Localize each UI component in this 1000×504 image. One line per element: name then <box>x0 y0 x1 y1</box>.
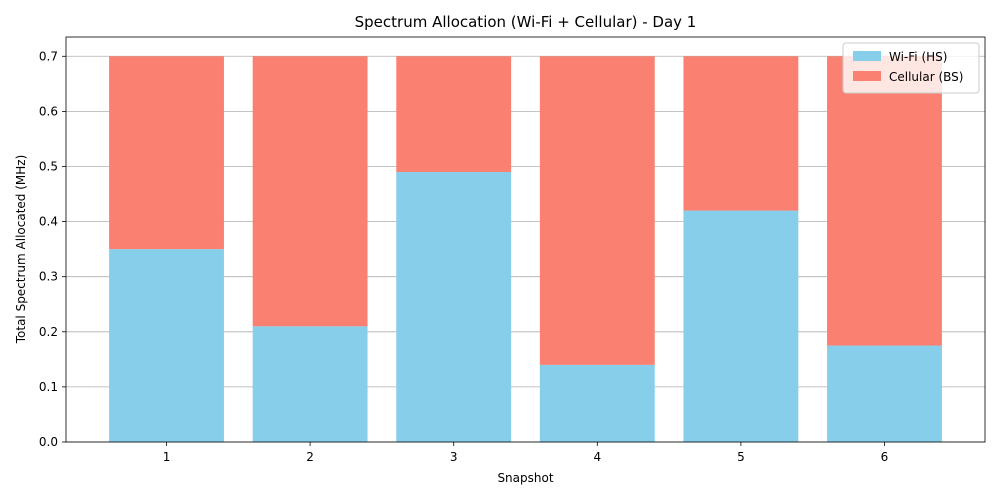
bar-cellular-4 <box>539 56 655 365</box>
x-tick-label: 6 <box>881 450 889 464</box>
bar-cellular-6 <box>827 56 942 346</box>
y-tick-label: 0.2 <box>39 325 58 339</box>
x-tick-label: 3 <box>450 450 458 464</box>
x-tick-label: 1 <box>163 450 171 464</box>
bar-wifi-2 <box>252 326 368 442</box>
y-tick-label: 0.4 <box>39 215 58 229</box>
legend-label-cellular: Cellular (BS) <box>889 70 963 84</box>
bar-wifi-3 <box>396 172 512 442</box>
legend-label-wifi: Wi-Fi (HS) <box>889 50 947 64</box>
x-tick-label: 2 <box>306 450 314 464</box>
bar-wifi-4 <box>539 364 655 442</box>
plot-frame <box>65 36 986 443</box>
y-tick-label: 0.6 <box>39 104 58 118</box>
bar-cellular-5 <box>683 56 799 211</box>
y-tick-label: 0.7 <box>39 49 58 63</box>
bar-cellular-3 <box>396 56 512 172</box>
x-axis-label: Snapshot <box>497 471 553 485</box>
bar-cellular-1 <box>109 56 224 250</box>
y-tick-label: 0.0 <box>39 435 58 449</box>
y-axis-label: Total Spectrum Allocated (MHz) <box>14 155 28 345</box>
chart-title: Spectrum Allocation (Wi-Fi + Cellular) -… <box>355 13 697 31</box>
bar-wifi-1 <box>109 249 224 442</box>
y-tick-label: 0.1 <box>39 380 58 394</box>
bar-cellular-2 <box>252 56 368 327</box>
legend-swatch-cellular <box>853 71 881 81</box>
x-tick-label: 5 <box>737 450 745 464</box>
x-tick-label: 4 <box>593 450 601 464</box>
bar-wifi-5 <box>683 210 799 442</box>
bars <box>109 56 942 442</box>
bar-wifi-6 <box>827 345 942 442</box>
axes: 0.0 0.1 0.2 0.3 0.4 0.5 0.6 0.7 1 2 3 4 5 6 <box>39 36 986 464</box>
y-tick-label: 0.3 <box>39 270 58 284</box>
y-tick-label: 0.5 <box>39 159 58 173</box>
legend: Wi-Fi (HS) Cellular (BS) <box>842 42 980 94</box>
legend-swatch-wifi <box>853 51 881 61</box>
